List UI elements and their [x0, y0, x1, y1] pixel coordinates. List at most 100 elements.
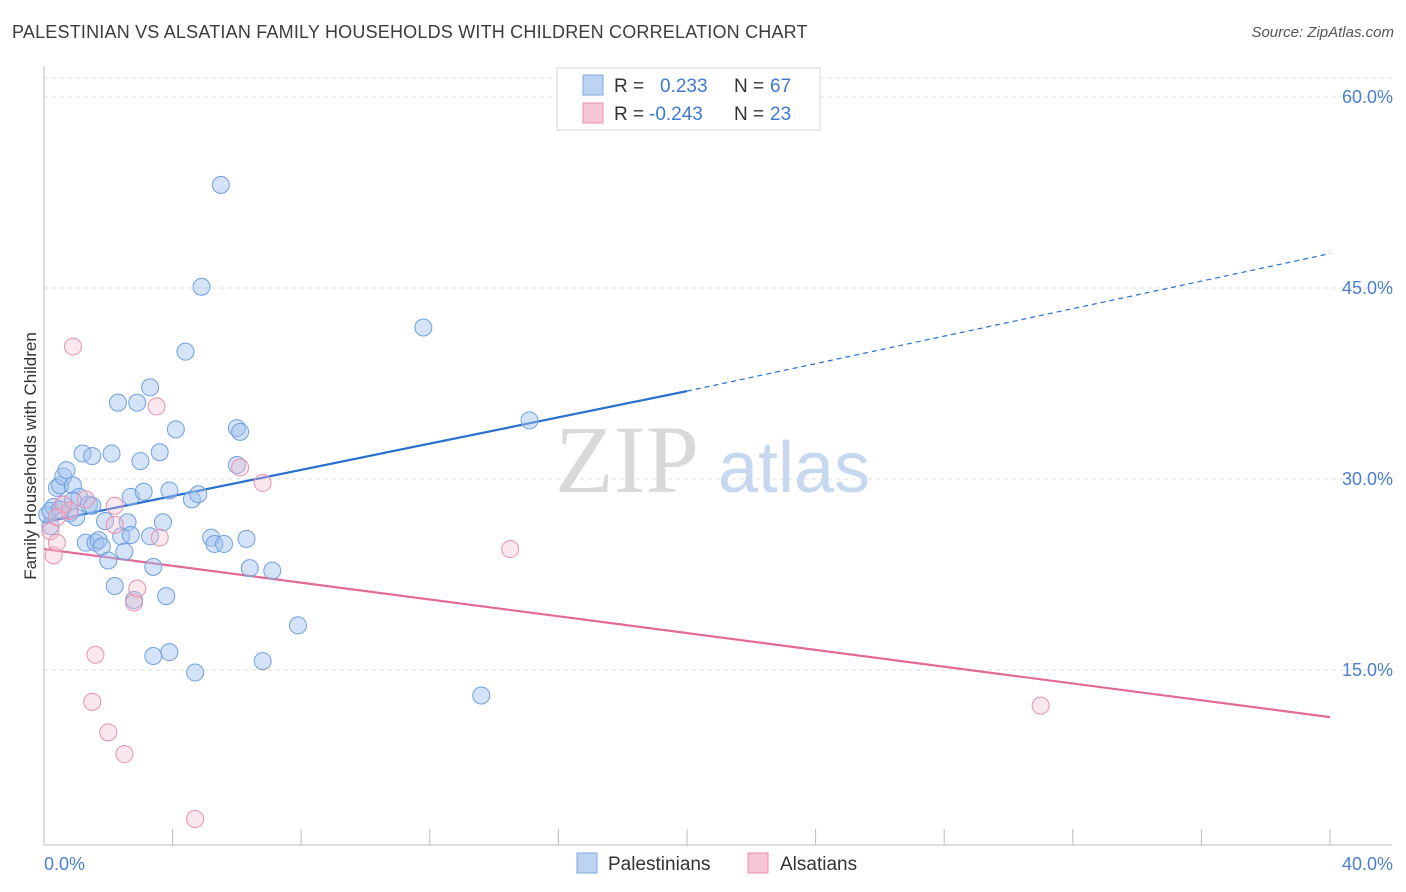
alsatian-point — [501, 540, 520, 559]
palestinian-point — [108, 393, 127, 412]
palestinian-point — [83, 447, 102, 466]
palestinian-point — [134, 482, 153, 501]
alsatian-point — [125, 593, 144, 612]
alsatian-point — [83, 692, 102, 711]
palestinian-point — [63, 476, 82, 495]
legend-swatch-pink — [582, 102, 604, 124]
palestinian-point — [263, 561, 282, 580]
watermark-atlas: atlas — [718, 428, 870, 508]
palestinian-point — [288, 616, 307, 635]
legend-n-label-1: N = — [734, 76, 764, 97]
palestinian-point — [102, 444, 121, 463]
palestinian-point — [253, 652, 272, 671]
legend-n-value-1: 67 — [770, 76, 791, 97]
palestinian-point — [121, 526, 140, 545]
palestinian-point — [205, 534, 224, 553]
alsatian-point — [47, 533, 66, 552]
palestinian-point — [141, 527, 160, 546]
alsatian-point — [76, 490, 95, 509]
legend-r-label-1: R = — [614, 76, 644, 97]
bottom-legend: Palestinians Alsatians — [576, 852, 857, 875]
palestinian-point — [57, 461, 76, 480]
source-label: Source: ZipAtlas.com — [1251, 24, 1394, 41]
palestinian-point — [144, 557, 163, 576]
x-tick-labels: 0.0% 40.0% — [44, 854, 1393, 874]
alsatian-point — [63, 337, 82, 356]
legend-swatch-blue — [582, 74, 604, 96]
alsatian-point — [105, 515, 124, 534]
palestinian-point — [240, 559, 259, 578]
palestinian-point — [231, 422, 250, 441]
alsatian-point — [86, 645, 105, 664]
y-tick-labels: 15.0% 30.0% 45.0% 60.0% — [1342, 87, 1393, 680]
palestinian-point — [215, 534, 234, 553]
palestinian-point — [41, 517, 60, 536]
grid-lines — [44, 77, 1392, 671]
palestinian-point — [83, 496, 102, 515]
palestinian-point — [227, 455, 246, 474]
legend-n-value-2: 23 — [770, 104, 791, 125]
alsatian-point — [150, 528, 169, 547]
bottom-legend-label-palestinians: Palestinians — [608, 854, 710, 875]
palestinian-point — [141, 378, 160, 397]
trend-line-palestinians — [43, 390, 688, 524]
watermark: ZIP atlas — [555, 406, 870, 513]
alsatian-point — [253, 473, 272, 492]
y-tick-label: 60.0% — [1342, 87, 1393, 107]
legend-n-label-2: N = — [734, 104, 764, 125]
palestinian-point — [186, 663, 205, 682]
alsatian-point — [231, 458, 250, 477]
y-tick-label: 45.0% — [1342, 278, 1393, 298]
palestinian-point — [131, 452, 150, 471]
alsatian-point — [186, 809, 205, 828]
trend-line-alsatians — [43, 547, 1331, 719]
palestinian-point — [237, 529, 256, 548]
x-tick-label: 40.0% — [1342, 854, 1393, 874]
y-axis-title: Family Households with Children — [21, 332, 40, 580]
trend-lines — [43, 253, 1331, 719]
palestinian-point — [47, 478, 66, 497]
palestinian-point — [160, 481, 179, 500]
palestinian-point — [99, 551, 118, 570]
palestinian-point — [144, 646, 163, 665]
palestinian-point — [414, 318, 433, 337]
watermark-zip: ZIP — [555, 406, 699, 513]
palestinian-point — [153, 513, 172, 532]
legend-r-label-2: R = — [614, 104, 644, 125]
palestinian-point — [150, 443, 169, 462]
palestinian-point — [160, 643, 179, 662]
palestinian-point — [211, 175, 230, 194]
alsatian-point — [47, 508, 66, 527]
palestinian-point — [189, 485, 208, 504]
palestinian-point — [105, 576, 124, 595]
palestinian-point — [157, 587, 176, 606]
bottom-legend-swatch-pink — [747, 852, 769, 874]
alsatian-point — [115, 745, 134, 764]
alsatian-point — [105, 496, 124, 515]
palestinian-point — [192, 277, 211, 296]
chart-title: PALESTINIAN VS ALSATIAN FAMILY HOUSEHOLD… — [12, 22, 808, 42]
alsatian-point — [99, 723, 118, 742]
data-points — [38, 175, 1050, 828]
palestinian-point — [115, 542, 134, 561]
legend-r-value-2: -0.243 — [649, 104, 703, 125]
legend: R = 0.233 N = 67 R = -0.243 N = 23 — [556, 67, 821, 131]
palestinian-point — [520, 411, 539, 430]
palestinian-point — [166, 420, 185, 439]
bottom-legend-swatch-blue — [576, 852, 598, 874]
alsatian-point — [1031, 696, 1050, 715]
y-tick-label: 15.0% — [1342, 660, 1393, 680]
palestinian-point — [128, 393, 147, 412]
palestinian-point — [63, 491, 82, 510]
legend-r-value-1: 0.233 — [660, 76, 708, 97]
palestinian-point — [472, 686, 491, 705]
palestinian-point — [176, 342, 195, 361]
bottom-legend-label-alsatians: Alsatians — [780, 854, 857, 875]
axes — [43, 66, 1392, 846]
alsatian-point — [128, 579, 147, 598]
x-tick-label: 0.0% — [44, 854, 85, 874]
alsatian-point — [147, 397, 166, 416]
palestinian-point — [96, 512, 115, 531]
y-tick-label: 30.0% — [1342, 469, 1393, 489]
